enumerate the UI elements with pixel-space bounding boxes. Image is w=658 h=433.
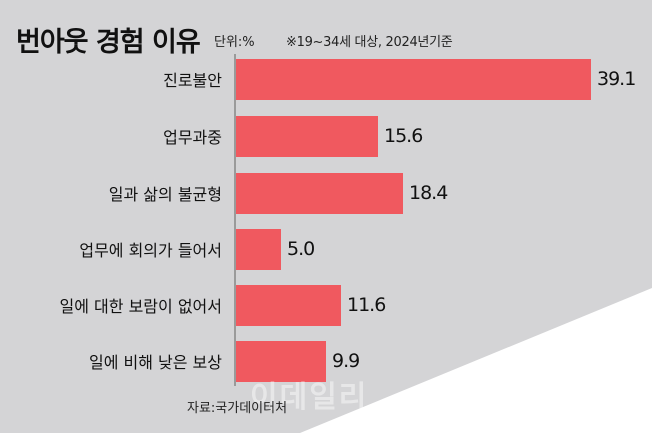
chart-title: 번아웃 경험 이유 [16,27,201,58]
bar-label: 일과 삶의 불균형 [108,185,222,204]
bar-value: 15.6 [384,125,423,147]
bar [236,229,281,270]
bar [236,59,591,100]
bar [236,173,403,214]
bar-value: 5.0 [287,238,315,260]
bar-label: 업무과중 [163,128,222,147]
bar-row: 업무에 회의가 들어서 5.0 [0,229,652,270]
source-note: 자료:국가데이터처 [187,401,288,416]
bar-label: 진로불안 [163,71,222,90]
bar-row: 업무과중 15.6 [0,116,652,157]
bar [236,285,341,326]
bar [236,341,326,382]
bar-label: 일에 대한 보람이 없어서 [59,297,222,316]
category-axis-line [234,54,236,386]
bar-label: 일에 비해 낮은 보상 [88,353,222,372]
bar-row: 진로불안 39.1 [0,59,652,100]
unit-label: 단위:% [214,35,255,50]
bar-row: 일에 비해 낮은 보상 9.9 [0,341,652,382]
bar-row: 일과 삶의 불균형 18.4 [0,173,652,214]
bar-row: 일에 대한 보람이 없어서 11.6 [0,285,652,326]
bar-value: 18.4 [409,182,448,204]
watermark: 이데일리 [250,380,369,415]
survey-note: ※19~34세 대상, 2024년기준 [286,35,453,50]
bar-value: 11.6 [347,294,386,316]
bar-label: 업무에 회의가 들어서 [79,241,222,260]
bar-value: 39.1 [597,68,636,90]
bar-value: 9.9 [332,350,360,372]
bar [236,116,378,157]
